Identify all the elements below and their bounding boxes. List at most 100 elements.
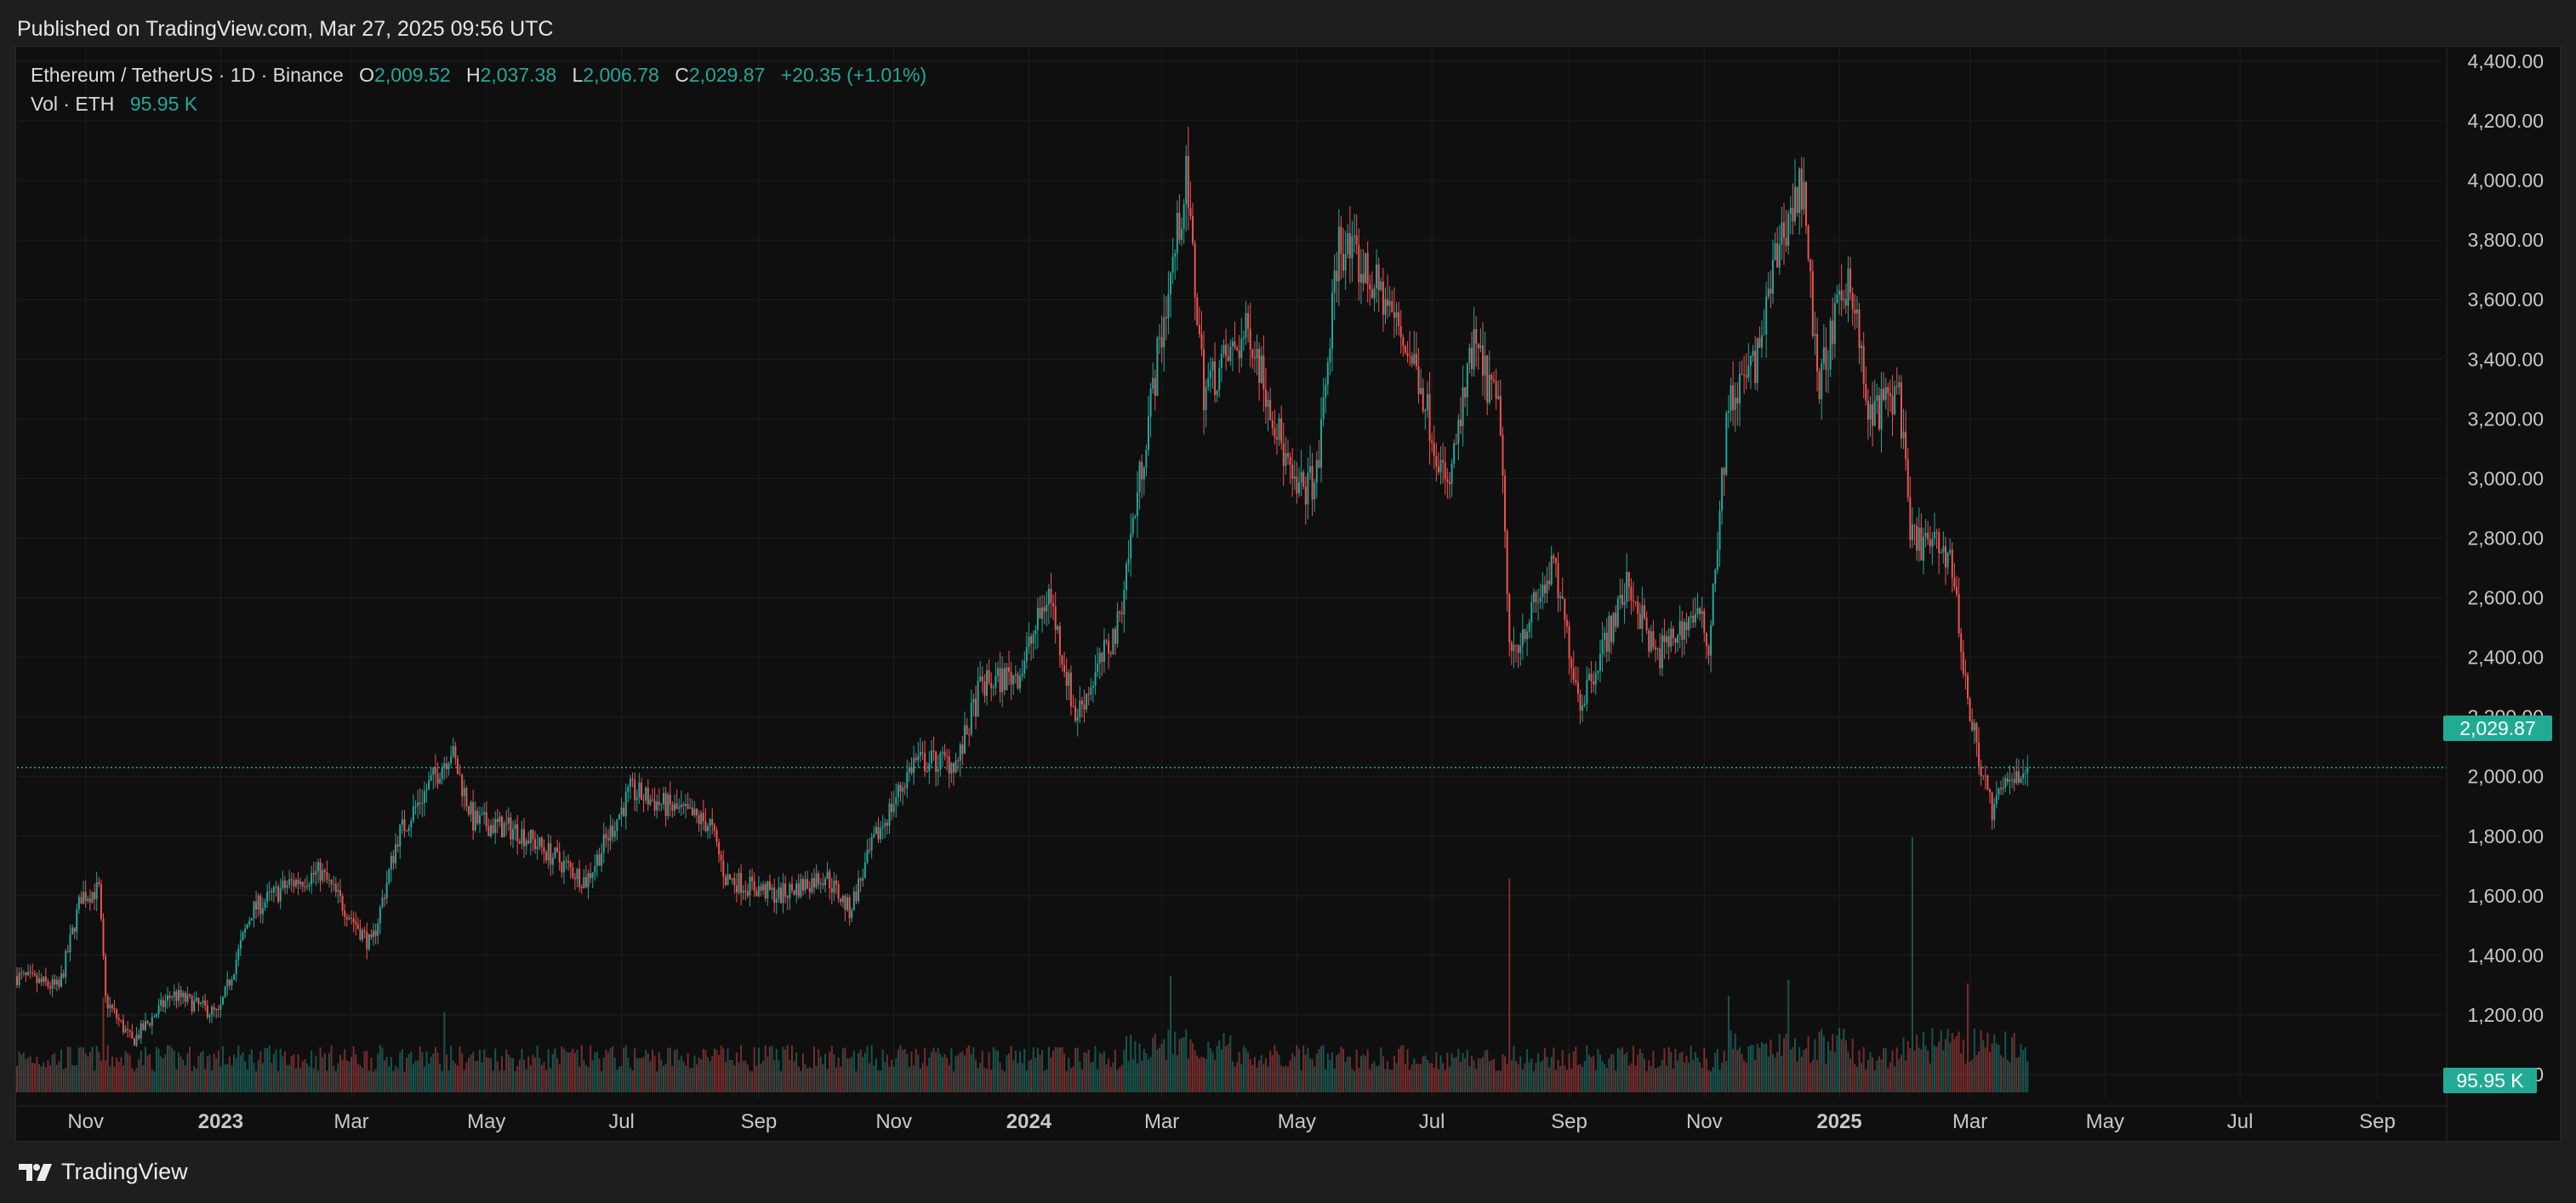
candle-body[interactable] (1883, 389, 1885, 401)
candle-body[interactable] (1079, 700, 1081, 718)
candle-body[interactable] (191, 995, 193, 1012)
candle-body[interactable] (1854, 309, 1856, 314)
candle-body[interactable] (1314, 482, 1316, 499)
candle-body[interactable] (1091, 685, 1094, 688)
candle-body[interactable] (456, 758, 459, 774)
candle-body[interactable] (584, 876, 587, 887)
candle-body[interactable] (634, 779, 636, 801)
candle-body[interactable] (1878, 395, 1880, 430)
candle-body[interactable] (1373, 288, 1376, 299)
candle-body[interactable] (1774, 242, 1776, 260)
candle-body[interactable] (687, 804, 689, 809)
candle-body[interactable] (1683, 622, 1685, 640)
candle-body[interactable] (1869, 403, 1872, 420)
candle-body[interactable] (1227, 356, 1229, 362)
candles[interactable] (16, 126, 2029, 1047)
candle-body[interactable] (1459, 419, 1462, 427)
candle-body[interactable] (1909, 497, 1912, 540)
candle-body[interactable] (1028, 636, 1030, 647)
candle-body[interactable] (1406, 352, 1409, 356)
candle-body[interactable] (1464, 387, 1467, 398)
candle-body[interactable] (330, 880, 333, 885)
candle-body[interactable] (1586, 680, 1588, 704)
candle-body[interactable] (1003, 668, 1006, 691)
candle-body[interactable] (1656, 648, 1659, 650)
candle-body[interactable] (499, 816, 501, 823)
candle-body[interactable] (1776, 242, 1779, 268)
candle-body[interactable] (1304, 487, 1307, 505)
candle-body[interactable] (1207, 378, 1210, 387)
candle-body[interactable] (153, 1016, 156, 1018)
candle-body[interactable] (1829, 320, 1832, 370)
candle-body[interactable] (946, 755, 949, 757)
candle-body[interactable] (917, 755, 920, 761)
candle-body[interactable] (290, 879, 293, 881)
candle-body[interactable] (1138, 461, 1141, 493)
candle-body[interactable] (257, 895, 259, 910)
candle-body[interactable] (443, 763, 446, 768)
candle-body[interactable] (333, 883, 335, 885)
candle-body[interactable] (95, 881, 98, 899)
candle-body[interactable] (1597, 670, 1599, 673)
candle-body[interactable] (547, 843, 550, 861)
candle-body[interactable] (680, 804, 682, 807)
candle-body[interactable] (1196, 297, 1199, 325)
candle-body[interactable] (100, 884, 102, 920)
candle-body[interactable] (1399, 326, 1402, 338)
candle-body[interactable] (1978, 742, 1980, 767)
candle-body[interactable] (935, 751, 938, 773)
candle-body[interactable] (653, 800, 656, 811)
candle-body[interactable] (1721, 468, 1724, 511)
candle-body[interactable] (1300, 471, 1302, 482)
candle-body[interactable] (1694, 613, 1696, 623)
candle-body[interactable] (1136, 492, 1138, 516)
candle-body[interactable] (749, 876, 751, 896)
candle-body[interactable] (811, 878, 813, 892)
candle-body[interactable] (412, 806, 414, 821)
candle-body[interactable] (439, 778, 442, 784)
candle-body[interactable] (1014, 674, 1017, 676)
candle-body[interactable] (757, 886, 760, 897)
candle-body[interactable] (888, 803, 891, 826)
candle-body[interactable] (1034, 630, 1037, 635)
candle-body[interactable] (1858, 309, 1861, 349)
candle-body[interactable] (808, 888, 811, 892)
candle-body[interactable] (797, 883, 800, 897)
candle-body[interactable] (1855, 309, 1858, 314)
candle-body[interactable] (1944, 546, 1946, 567)
candle-body[interactable] (1949, 550, 1952, 553)
price-axis[interactable]: 1,000.001,200.001,400.001,600.001,800.00… (2446, 48, 2544, 1140)
candle-body[interactable] (924, 752, 926, 772)
candle-body[interactable] (454, 746, 457, 759)
candle-body[interactable] (120, 1019, 123, 1021)
candle-body[interactable] (1838, 290, 1841, 295)
candle-body[interactable] (1927, 533, 1929, 540)
candle-body[interactable] (1302, 471, 1305, 487)
candle-body[interactable] (862, 877, 864, 881)
candle-body[interactable] (789, 884, 791, 898)
candle-body[interactable] (166, 995, 168, 1001)
candle-body[interactable] (1969, 698, 1971, 721)
candle-body[interactable] (837, 884, 840, 899)
candle-body[interactable] (219, 1004, 222, 1010)
candle-body[interactable] (1359, 273, 1362, 283)
candle-body[interactable] (94, 892, 96, 899)
candle-body[interactable] (1539, 597, 1542, 602)
candle-body[interactable] (1980, 766, 1982, 776)
candle-body[interactable] (1583, 703, 1586, 706)
candle-body[interactable] (18, 972, 20, 985)
candle-body[interactable] (1046, 604, 1048, 612)
candle-body[interactable] (591, 872, 594, 878)
candle-body[interactable] (1638, 613, 1641, 630)
candle-body[interactable] (1559, 596, 1562, 598)
candle-body[interactable] (804, 879, 806, 891)
candle-body[interactable] (1285, 453, 1287, 466)
candle-body[interactable] (963, 725, 966, 754)
candle-body[interactable] (1626, 572, 1628, 602)
candle-body[interactable] (1446, 479, 1449, 482)
candle-body[interactable] (880, 828, 882, 840)
candle-body[interactable] (1333, 271, 1336, 294)
candle-body[interactable] (1781, 222, 1783, 245)
candle-body[interactable] (663, 793, 664, 805)
